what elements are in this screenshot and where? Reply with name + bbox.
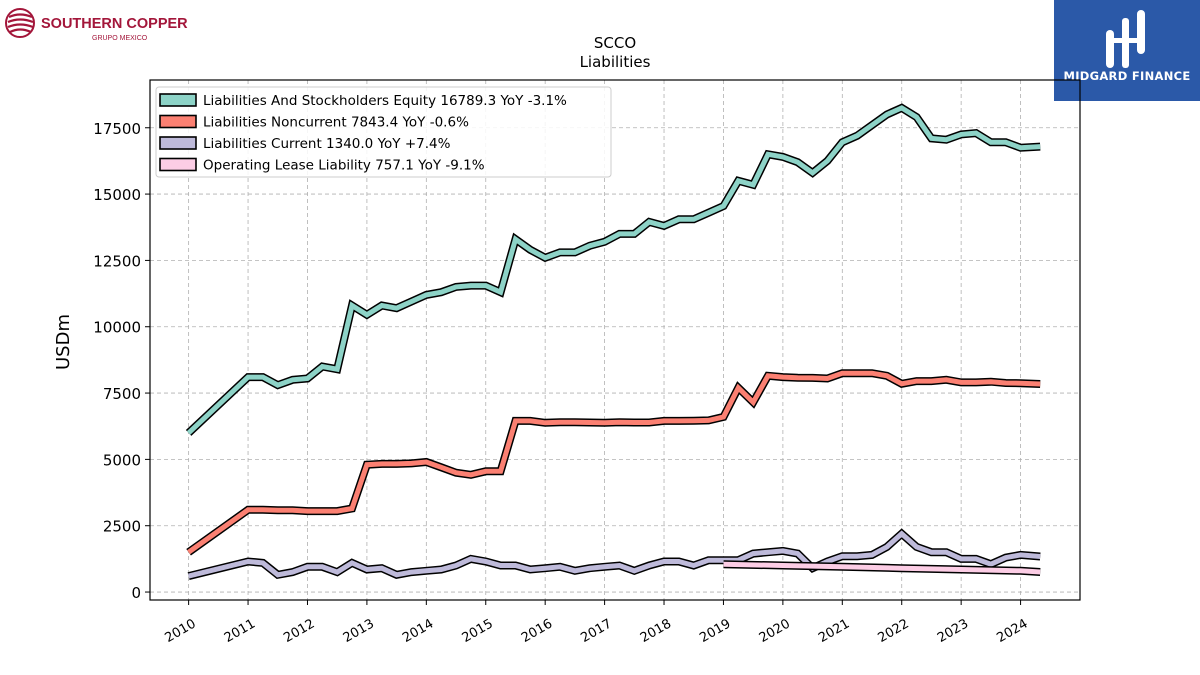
series-lines bbox=[185, 103, 1041, 580]
series-line-3 bbox=[723, 561, 1041, 575]
series-line-0 bbox=[186, 105, 1041, 435]
x-tick-label: 2015 bbox=[460, 616, 496, 646]
chart-title: SCCO bbox=[594, 34, 636, 52]
y-axis-label: USDm bbox=[53, 314, 74, 370]
legend-swatch bbox=[159, 114, 197, 129]
x-tick-label: 2024 bbox=[994, 616, 1030, 646]
series-line-1 bbox=[187, 370, 1041, 555]
midgard-finance-logo: MIDGARD FINANCE bbox=[1054, 0, 1200, 101]
legend-swatch bbox=[159, 157, 197, 172]
x-tick-label: 2021 bbox=[816, 616, 852, 646]
x-tick-label: 2017 bbox=[578, 616, 614, 646]
y-tick-label: 5000 bbox=[103, 451, 141, 469]
y-tick-label: 17500 bbox=[93, 120, 141, 138]
x-tick-label: 2012 bbox=[281, 616, 317, 646]
y-tick-label: 7500 bbox=[103, 385, 141, 403]
chart-subtitle: Liabilities bbox=[580, 53, 651, 71]
legend: Liabilities And Stockholders Equity 1678… bbox=[155, 86, 612, 178]
legend-swatch bbox=[159, 93, 197, 107]
southern-copper-logo: SOUTHERN COPPER GRUPO MEXICO bbox=[4, 4, 204, 44]
legend-label: Liabilities Current 1340.0 YoY +7.4% bbox=[203, 136, 451, 152]
x-tick-label: 2018 bbox=[638, 616, 674, 646]
legend-label: Operating Lease Liability 757.1 YoY -9.1… bbox=[203, 158, 485, 174]
x-tick-label: 2022 bbox=[876, 616, 912, 646]
legend-label: Liabilities And Stockholders Equity 1678… bbox=[203, 93, 567, 109]
y-tick-label: 10000 bbox=[93, 319, 141, 337]
x-tick-label: 2011 bbox=[222, 616, 258, 646]
legend-box bbox=[155, 86, 612, 178]
copper-emblem-icon bbox=[5, 8, 35, 38]
y-tick-label: 0 bbox=[131, 584, 141, 602]
x-tick-label: 2014 bbox=[400, 616, 436, 646]
x-tick-label: 2020 bbox=[757, 616, 793, 646]
y-tick-label: 15000 bbox=[93, 186, 141, 204]
legend-swatch bbox=[159, 136, 197, 150]
x-tick-label: 2013 bbox=[341, 616, 377, 646]
x-tick-label: 2019 bbox=[697, 616, 733, 646]
brand-name: SOUTHERN COPPER bbox=[41, 16, 188, 32]
midgard-emblem-icon bbox=[1106, 10, 1145, 68]
series-line-2 bbox=[188, 530, 1041, 579]
plot-frame bbox=[149, 79, 1081, 601]
x-tick-label: 2010 bbox=[162, 616, 198, 646]
brand-subtitle: GRUPO MEXICO bbox=[92, 35, 148, 42]
legend-label: Liabilities Noncurrent 7843.4 YoY -0.6% bbox=[203, 115, 469, 131]
y-tick-label: 12500 bbox=[93, 252, 141, 270]
x-tick-label: 2023 bbox=[935, 616, 971, 646]
x-tick-label: 2016 bbox=[519, 616, 555, 646]
y-tick-label: 2500 bbox=[103, 518, 141, 536]
brand-name: MIDGARD FINANCE bbox=[1063, 69, 1191, 83]
